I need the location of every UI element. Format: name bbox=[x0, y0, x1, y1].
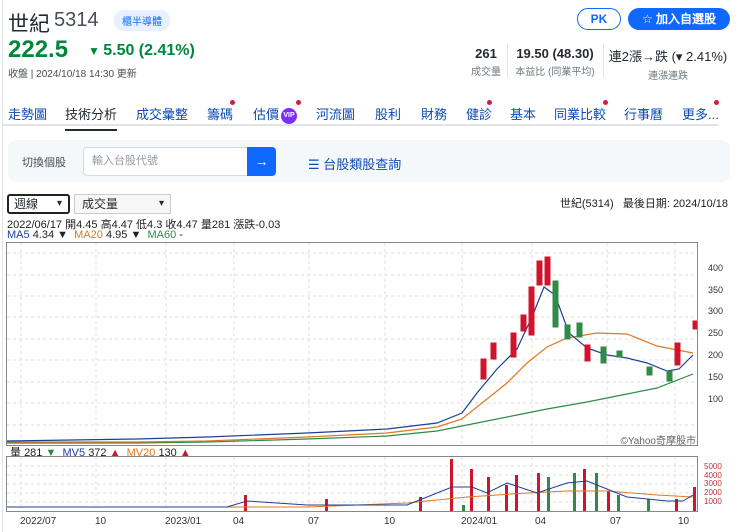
divider bbox=[507, 44, 508, 78]
x-tick: 04 bbox=[535, 516, 547, 527]
x-tick: 2024/01 bbox=[461, 516, 498, 527]
tab-dividend[interactable]: 股利 bbox=[375, 107, 402, 122]
sector-query-link[interactable]: ☰ 台股類股查詢 bbox=[308, 157, 402, 172]
star-icon: ☆ bbox=[641, 12, 657, 26]
vol-tick: 4000 bbox=[704, 471, 722, 480]
vol-tick: 2000 bbox=[704, 488, 722, 497]
vol-tick: 3000 bbox=[704, 479, 722, 488]
tab-river[interactable]: 河流圖 bbox=[316, 107, 356, 122]
y-tick: 200 bbox=[708, 350, 724, 360]
tab-peer-compare[interactable]: 同業比較 bbox=[554, 107, 607, 122]
tab-chips[interactable]: 籌碼 bbox=[207, 107, 234, 122]
notification-dot bbox=[603, 100, 608, 105]
chevron-down-icon: ▾ bbox=[158, 198, 164, 209]
current-price: 222.5 bbox=[8, 36, 69, 63]
tab-trades[interactable]: 成交彙整 bbox=[136, 107, 189, 122]
vol-tick: 5000 bbox=[704, 462, 722, 471]
ma-info: MA5 4.34 ▼ MA20 4.95 ▼ MA60 - bbox=[7, 229, 183, 241]
x-tick: 10 bbox=[95, 516, 107, 527]
notification-dot bbox=[230, 100, 235, 105]
notification-dot bbox=[714, 100, 719, 105]
stat-volume: 261 成交量 bbox=[471, 46, 501, 78]
switcher-label: 切換個股 bbox=[22, 157, 66, 169]
candlestick-chart bbox=[6, 243, 699, 445]
tab-bar: 走勢圖 技術分析 成交彙整 籌碼 估價 VIP 河流圖 股利 財務 健診 基本 同… bbox=[2, 96, 719, 131]
vip-badge: VIP bbox=[281, 108, 298, 124]
y-tick: 100 bbox=[708, 394, 724, 404]
add-watchlist-button[interactable]: ☆ 加入自選股 bbox=[628, 8, 730, 30]
volume-chart[interactable] bbox=[6, 456, 698, 512]
tab-financial[interactable]: 財務 bbox=[421, 107, 448, 122]
tab-trend[interactable]: 走勢圖 bbox=[8, 107, 48, 122]
x-tick: 04 bbox=[233, 516, 245, 527]
last-date-info: 世紀(5314) 最後日期: 2024/10/18 bbox=[559, 198, 728, 210]
volume-bars bbox=[7, 457, 697, 511]
watermark: ©Yahoo奇摩股市 bbox=[620, 436, 696, 447]
y-tick: 400 bbox=[708, 263, 724, 273]
price-change: ▼ 5.50 (2.41%) bbox=[88, 42, 195, 59]
x-tick: 07 bbox=[610, 516, 622, 527]
tab-health[interactable]: 健診 bbox=[466, 107, 493, 122]
industry-tag[interactable]: 櫃半導體 bbox=[114, 10, 170, 31]
list-icon: ☰ bbox=[308, 157, 320, 172]
stock-code: 5314 bbox=[54, 9, 99, 31]
y-tick: 250 bbox=[708, 328, 724, 338]
vol-tick: 1000 bbox=[704, 497, 722, 506]
divider bbox=[603, 44, 604, 78]
tab-technical[interactable]: 技術分析 bbox=[65, 104, 118, 131]
stock-name: 世紀 bbox=[8, 13, 50, 36]
down-triangle-icon: ▼ bbox=[88, 44, 104, 58]
period-select[interactable]: 週線 ▾ bbox=[7, 194, 70, 214]
go-button[interactable]: → bbox=[247, 147, 276, 176]
x-tick: 07 bbox=[308, 516, 320, 527]
x-tick: 2023/01 bbox=[165, 516, 202, 527]
notification-dot bbox=[487, 100, 492, 105]
tab-basic[interactable]: 基本 bbox=[510, 107, 537, 122]
tab-more[interactable]: 更多... bbox=[682, 107, 719, 122]
notification-dot bbox=[296, 100, 301, 105]
update-time: 收盤 | 2024/10/18 14:30 更新 bbox=[8, 69, 137, 80]
ohlc-info: 2022/06/17 開4.45 高4.47 低4.3 收4.47 量281 漲… bbox=[7, 219, 281, 231]
y-tick: 150 bbox=[708, 372, 724, 382]
y-tick: 300 bbox=[708, 306, 724, 316]
x-tick: 10 bbox=[384, 516, 396, 527]
arrow-right-icon: → bbox=[254, 153, 269, 169]
pk-button[interactable]: PK bbox=[577, 8, 621, 30]
y-tick: 350 bbox=[708, 285, 724, 295]
stat-streak: 連2漲→跌 (▾ 2.41%) 連漲連跌 bbox=[608, 49, 728, 82]
x-tick: 10 bbox=[678, 516, 690, 527]
stat-pe: 19.50 (48.30) 本益比 (同業平均) bbox=[515, 46, 595, 78]
x-tick: 2022/07 bbox=[20, 516, 57, 527]
stock-code-input[interactable]: 輸入台股代號 bbox=[83, 147, 248, 176]
indicator-select[interactable]: 成交量 ▾ bbox=[74, 194, 171, 214]
tab-calendar[interactable]: 行事曆 bbox=[624, 107, 664, 122]
chevron-down-icon: ▾ bbox=[56, 198, 62, 209]
price-chart[interactable] bbox=[6, 242, 699, 446]
tab-valuation[interactable]: 估價 VIP bbox=[253, 104, 298, 124]
